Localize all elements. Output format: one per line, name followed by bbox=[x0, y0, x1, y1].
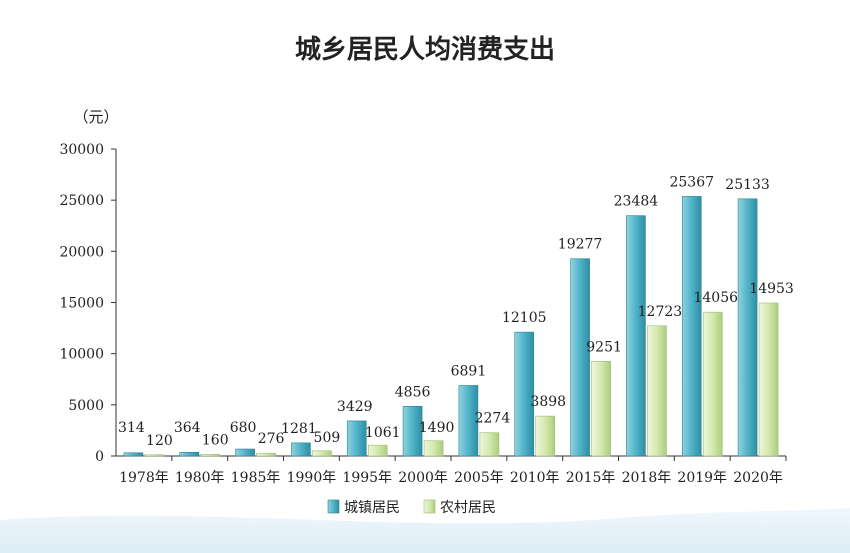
x-tick-label: 1990年 bbox=[287, 470, 337, 486]
x-tick-label: 2005年 bbox=[454, 470, 504, 486]
data-label-rural: 509 bbox=[314, 430, 341, 446]
x-tick-label: 2015年 bbox=[566, 470, 616, 486]
y-tick-label: 10000 bbox=[59, 347, 104, 363]
data-label-rural: 120 bbox=[146, 433, 173, 449]
x-tick-label: 2019年 bbox=[677, 470, 727, 486]
data-label-rural: 14056 bbox=[693, 290, 738, 306]
bar-urban bbox=[346, 420, 367, 457]
x-tick-label: 1985年 bbox=[231, 470, 281, 486]
bar-urban bbox=[402, 406, 423, 457]
bar-rural bbox=[591, 361, 611, 457]
data-label-rural: 160 bbox=[202, 432, 229, 448]
y-axis-unit-label: （元） bbox=[73, 108, 118, 126]
bar-rural bbox=[423, 440, 444, 457]
data-label-urban: 4856 bbox=[395, 384, 431, 400]
y-axis-ticks: 0 5000 10000 15000 20000 25000 30000 bbox=[59, 142, 116, 465]
data-label-rural: 12723 bbox=[638, 304, 683, 320]
bar-urban bbox=[123, 452, 144, 457]
data-label-urban: 680 bbox=[230, 420, 257, 436]
bar-urban bbox=[291, 442, 311, 457]
data-label-urban: 1281 bbox=[281, 421, 317, 437]
bar-rural bbox=[758, 302, 779, 457]
data-label-urban: 25367 bbox=[669, 174, 714, 190]
y-tick-label: 15000 bbox=[59, 296, 104, 312]
data-label-urban: 314 bbox=[118, 420, 145, 436]
bar-rural bbox=[479, 432, 500, 457]
data-label-urban: 23484 bbox=[614, 194, 659, 210]
bar-rural bbox=[144, 454, 165, 457]
data-label-rural: 2274 bbox=[475, 411, 511, 427]
bar-rural bbox=[256, 452, 276, 457]
x-tick-label: 2020年 bbox=[733, 470, 783, 486]
legend: 城镇居民 农村居民 bbox=[327, 499, 496, 516]
data-label-rural: 1490 bbox=[419, 420, 455, 436]
bar-rural bbox=[312, 450, 332, 457]
data-label-rural: 3898 bbox=[530, 394, 566, 410]
bar-urban bbox=[737, 198, 758, 457]
legend-swatch bbox=[423, 499, 436, 514]
bar-rural bbox=[647, 325, 667, 457]
bars bbox=[123, 196, 779, 457]
bar-rural bbox=[535, 415, 556, 457]
bar-urban bbox=[235, 448, 255, 457]
background-wave bbox=[0, 508, 850, 553]
y-tick-label: 5000 bbox=[68, 398, 104, 414]
bar-rural bbox=[367, 444, 388, 457]
data-label-urban: 19277 bbox=[558, 237, 603, 253]
bar-urban bbox=[514, 331, 535, 457]
x-tick-label: 1980年 bbox=[175, 470, 225, 486]
y-tick-label: 25000 bbox=[59, 193, 104, 209]
data-label-urban: 6891 bbox=[451, 363, 487, 379]
data-label-rural: 9251 bbox=[586, 339, 622, 355]
x-axis-ticks: 1978年 1980年 1985年 1990年 1995年 2000年 2005年 2010年… bbox=[119, 456, 787, 486]
bar-urban bbox=[681, 196, 702, 457]
bar-urban bbox=[179, 451, 200, 457]
bar-urban bbox=[570, 258, 590, 457]
legend-label: 城镇居民 bbox=[344, 500, 400, 516]
x-tick-label: 1978年 bbox=[119, 470, 169, 486]
bar-urban bbox=[458, 385, 479, 457]
chart-title: 城乡居民人均消费支出 bbox=[295, 35, 555, 65]
data-label-rural: 14953 bbox=[749, 281, 794, 297]
y-tick-label: 0 bbox=[95, 449, 104, 465]
bar-urban bbox=[626, 215, 646, 457]
data-label-urban: 12105 bbox=[502, 310, 547, 326]
y-tick-label: 30000 bbox=[59, 142, 104, 158]
legend-swatch bbox=[327, 499, 340, 514]
x-tick-label: 2018年 bbox=[622, 470, 672, 486]
data-label-rural: 1061 bbox=[365, 425, 401, 441]
data-label-urban: 25133 bbox=[725, 177, 770, 193]
x-tick-label: 1995年 bbox=[342, 470, 392, 486]
legend-label: 农村居民 bbox=[440, 500, 496, 516]
x-tick-label: 2010年 bbox=[510, 470, 560, 486]
data-label-rural: 276 bbox=[258, 431, 285, 447]
data-label-urban: 3429 bbox=[337, 399, 373, 415]
bar-rural bbox=[702, 311, 723, 457]
y-tick-label: 20000 bbox=[59, 244, 104, 260]
data-label-urban: 364 bbox=[174, 420, 201, 436]
x-tick-label: 2000年 bbox=[398, 470, 448, 486]
bar-rural bbox=[200, 454, 221, 457]
